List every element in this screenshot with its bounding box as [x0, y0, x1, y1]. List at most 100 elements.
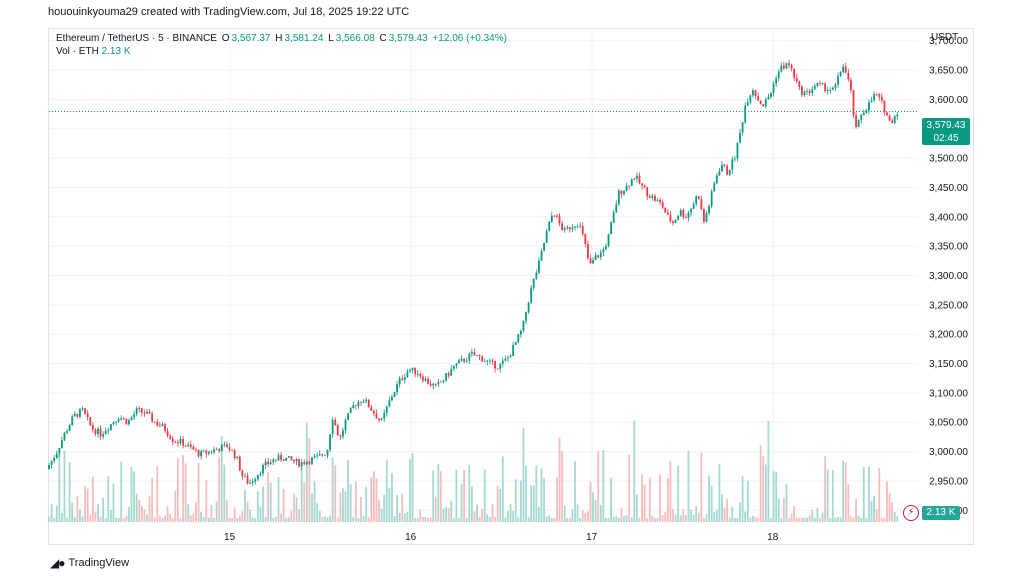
close-label: C — [379, 33, 387, 44]
volume-bar — [207, 517, 210, 522]
volume-bar — [801, 517, 803, 522]
candle-body — [460, 358, 463, 361]
candle-body — [746, 102, 749, 106]
volume-bar — [308, 438, 311, 522]
candle-body — [772, 83, 775, 94]
candle-body — [496, 368, 499, 370]
candle-body — [568, 227, 571, 230]
candle-body — [393, 392, 396, 397]
candle-body — [140, 408, 143, 413]
candle-body — [287, 456, 290, 458]
candle-body — [115, 421, 117, 423]
lightning-icon[interactable]: ⚡ — [903, 505, 919, 521]
volume-bar — [318, 510, 321, 522]
volume-bar — [507, 510, 509, 522]
symbol-label[interactable]: Ethereum / TetherUS · 5 · BINANCE — [56, 33, 217, 44]
candle-body — [398, 378, 401, 385]
volume-bar — [187, 503, 190, 522]
volume-bar — [682, 509, 685, 522]
candle-body — [409, 369, 411, 372]
volume-bar — [151, 477, 154, 522]
volume-bar — [429, 517, 432, 522]
candle-body — [775, 78, 778, 84]
candle-body — [715, 175, 718, 184]
volume-bar — [104, 517, 107, 522]
volume-bar — [460, 483, 463, 522]
volume-bar — [146, 514, 148, 522]
volume-bar — [739, 502, 741, 522]
volume-bar — [767, 420, 770, 522]
candle-body — [262, 465, 264, 474]
volume-bar — [259, 506, 262, 522]
volume-bar — [821, 512, 824, 522]
candle-body — [842, 66, 845, 72]
candle-body — [566, 227, 569, 228]
volume-bar — [326, 517, 329, 522]
candle-body — [440, 381, 442, 383]
candle-body — [207, 451, 210, 454]
volume-bar — [718, 464, 721, 522]
candle-body — [808, 90, 811, 93]
volume-bar — [679, 515, 682, 522]
tradingview-logo-icon: ◢● — [50, 556, 66, 570]
volume-bar — [256, 491, 259, 522]
candle-body — [803, 91, 806, 95]
candle-body — [839, 71, 842, 76]
candle-body — [391, 396, 393, 401]
candle-body — [442, 380, 445, 382]
y-tick-label: 3,250.00 — [929, 300, 968, 311]
volume-bar — [138, 500, 141, 522]
volume-bar — [432, 470, 435, 522]
candle-body — [744, 105, 747, 123]
candle-body — [597, 255, 600, 258]
volume-bar — [251, 517, 254, 522]
volume-bar — [169, 513, 172, 522]
candle-body — [592, 260, 594, 264]
volume-bar — [275, 517, 277, 522]
candle-body — [620, 190, 623, 195]
volume-bar — [115, 517, 117, 522]
volume-bar — [844, 462, 847, 522]
x-tick-label: 18 — [767, 532, 779, 543]
volume-bar — [311, 493, 313, 522]
y-tick-label: 2,950.00 — [929, 476, 968, 487]
volume-bar — [713, 512, 716, 522]
candle-body — [581, 226, 584, 234]
candle-body — [834, 84, 837, 88]
volume-bar — [819, 517, 821, 522]
candle-body — [174, 441, 177, 443]
candle-body — [177, 442, 179, 444]
candle-body — [749, 95, 752, 103]
candle-body — [519, 330, 522, 335]
brand[interactable]: ◢● TradingView — [50, 556, 129, 570]
candle-body — [811, 89, 814, 93]
y-tick-label: 3,500.00 — [929, 154, 968, 165]
volume-bar — [741, 476, 744, 522]
volume-bar — [411, 453, 414, 522]
candle-body — [318, 454, 321, 456]
volume-bar — [605, 517, 607, 522]
volume-bar — [880, 517, 883, 522]
candle-body — [865, 110, 868, 113]
candle-body — [135, 408, 138, 415]
candle-body — [731, 159, 734, 170]
candle-body — [187, 444, 190, 447]
volume-bar — [249, 509, 252, 522]
volume-bar — [733, 517, 736, 522]
candle-body — [824, 83, 827, 92]
candle-body — [821, 83, 824, 85]
candle-body — [259, 473, 262, 475]
candle-body — [522, 320, 525, 331]
volume-bar — [860, 517, 863, 522]
candle-body — [623, 190, 625, 195]
volume-bar — [633, 420, 636, 522]
volume-bar — [465, 517, 468, 522]
candle-body — [682, 210, 685, 218]
candle-body — [837, 75, 839, 85]
candle-body — [256, 474, 259, 480]
bar-countdown: 02:45 — [933, 133, 959, 144]
currency-unit[interactable]: USDT — [931, 32, 959, 43]
volume-bar — [89, 514, 92, 522]
high-value: 3,581.24 — [284, 33, 324, 44]
